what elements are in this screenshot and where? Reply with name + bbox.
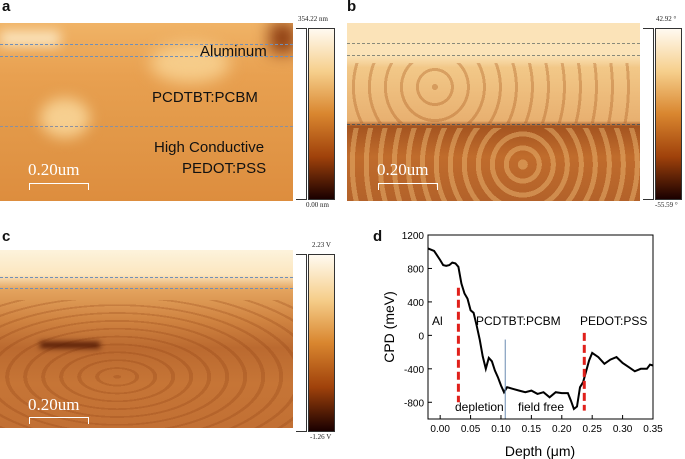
panel-a-afm-topography: Aluminum PCDTBT:PCBM High Conductive PED… <box>0 23 293 201</box>
panel-c-label: c <box>2 228 11 245</box>
x-tick-label: 0.35 <box>643 424 663 435</box>
colorbar-c-axis <box>296 254 307 432</box>
x-axis-label: Depth (μm) <box>505 443 575 459</box>
y-tick-label: 0 <box>418 331 424 342</box>
x-tick-label: 0.20 <box>552 424 572 435</box>
x-tick-label: 0.25 <box>582 424 602 435</box>
colorbar-a-axis <box>296 28 307 200</box>
x-tick-label: 0.30 <box>613 424 633 435</box>
y-tick-label: 800 <box>407 264 424 275</box>
scale-bar <box>29 183 89 190</box>
colorbar-a-max: 354.22 nm <box>298 15 328 23</box>
panel-a-label: a <box>2 0 11 15</box>
colorbar-a-min: 0.00 nm <box>306 201 329 209</box>
colorbar-b-axis <box>643 28 654 200</box>
panel-b-label: b <box>347 0 357 15</box>
annotation-field-free: field free <box>518 400 564 414</box>
x-tick-label: 0.00 <box>430 424 450 435</box>
colorbar-b-min: -55.59 ° <box>655 201 678 209</box>
y-tick-label: 1200 <box>402 231 425 242</box>
colorbar-c-max: 2.23 V <box>312 241 331 249</box>
y-tick-label: -400 <box>404 365 424 376</box>
x-tick-label: 0.15 <box>522 424 542 435</box>
colorbar-b <box>655 28 682 200</box>
scale-bar-label: 0.20um <box>377 160 429 179</box>
x-tick-label: 0.05 <box>461 424 481 435</box>
y-tick-label: 400 <box>407 298 424 309</box>
x-tick-label: 0.10 <box>491 424 511 435</box>
panel-d-label: d <box>373 228 383 245</box>
y-axis-label: CPD (meV) <box>381 291 397 363</box>
aluminum-label: Aluminum <box>200 43 267 60</box>
y-tick-label: -800 <box>404 398 424 409</box>
plot-frame <box>427 234 654 420</box>
panel-b-afm-phase: 0.20um <box>347 23 640 201</box>
cpd-series-line <box>427 247 654 411</box>
annotation-depletion: depletion <box>455 400 504 414</box>
pedot-pss-label: PEDOT:PSS <box>182 160 267 177</box>
high-conductive-label: High Conductive <box>154 139 265 156</box>
pcdtbt-pcbm-label: PCDTBT:PCBM <box>152 89 258 106</box>
colorbar-a <box>308 28 335 200</box>
scale-bar <box>29 417 89 424</box>
annotation-al: Al <box>432 314 443 328</box>
panel-c-kpfm-potential: 0.20um <box>0 250 293 428</box>
colorbar-c <box>308 254 335 432</box>
annotation-pcdtbt-pcbm: PCDTBT:PCBM <box>476 314 561 328</box>
scale-bar <box>378 183 438 190</box>
colorbar-c-min: -1.26 V <box>310 433 332 441</box>
scale-bar-label: 0.20um <box>28 160 80 179</box>
annotation-pedot-pss: PEDOT:PSS <box>580 314 647 328</box>
scale-bar-label: 0.20um <box>28 395 80 414</box>
colorbar-b-max: 42.92 ° <box>656 15 677 23</box>
